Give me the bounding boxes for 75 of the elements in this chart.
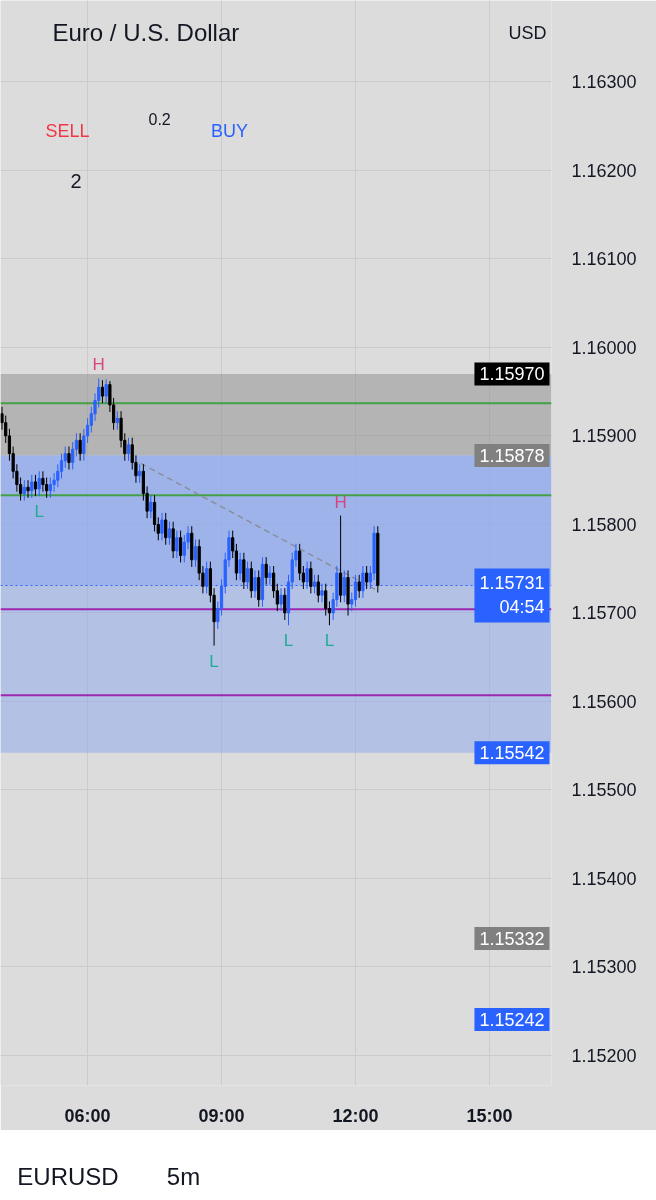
candlestick <box>104 378 108 404</box>
annotation: 1.15970 <box>479 364 545 385</box>
annotation: 1.15878 <box>479 445 545 466</box>
annotation: H <box>92 355 105 375</box>
y-tick-label: 1.16100 <box>571 249 637 270</box>
annotation: L <box>283 631 294 651</box>
candlestick <box>22 479 26 502</box>
candlestick <box>67 446 71 471</box>
candlestick <box>37 470 41 497</box>
candlestick <box>178 530 183 563</box>
candlestick <box>193 538 198 568</box>
candlestick <box>264 556 268 586</box>
y-tick-label: 1.15300 <box>571 957 637 978</box>
y-tick-label: 1.16300 <box>571 72 637 93</box>
y-tick-label: 1.15400 <box>571 868 637 889</box>
annotation: H <box>334 492 347 512</box>
candlestick <box>71 441 75 471</box>
candlestick <box>205 561 209 594</box>
annotation: L <box>34 502 44 522</box>
candlestick <box>175 530 179 559</box>
candlestick <box>249 561 253 599</box>
candlestick <box>324 583 328 617</box>
ref-line-label: 1.15731 04:54 <box>479 573 545 618</box>
annotation: 2 <box>70 169 82 192</box>
candlestick <box>242 552 246 590</box>
candlestick <box>26 479 30 499</box>
candlestick <box>253 569 257 599</box>
y-tick-label: 1.15200 <box>571 1045 637 1066</box>
text: EURUSD <box>17 1163 119 1190</box>
y-tick-label: 1.15800 <box>571 514 637 535</box>
candlestick <box>257 569 261 608</box>
candlestick <box>268 565 272 586</box>
candlestick <box>164 512 168 546</box>
candlestick <box>171 521 175 559</box>
annotation: USD <box>508 22 547 43</box>
text: Euro / U.S. Dollar <box>52 19 240 46</box>
candlestick <box>298 543 302 581</box>
candlestick <box>30 474 34 499</box>
candlestick <box>59 453 64 479</box>
x-tick-label: 09:00 <box>198 1105 245 1126</box>
candlestick <box>320 583 324 603</box>
text: 5m <box>166 1163 201 1190</box>
annotation: 1.15332 <box>479 929 545 949</box>
candlestick <box>238 552 242 581</box>
candlestick <box>283 587 287 621</box>
annotation: L <box>209 651 219 671</box>
candlestick <box>309 561 313 594</box>
candlestick <box>361 565 365 599</box>
x-tick-label: 12:00 <box>332 1105 379 1126</box>
candlestick <box>78 432 82 462</box>
annotation: BUY <box>210 120 249 141</box>
annotation: 1.15242 <box>479 1010 545 1030</box>
annotation: SELL <box>45 120 90 141</box>
candlestick <box>48 477 52 499</box>
candlestick <box>100 379 105 404</box>
annotation: 1.15542 <box>479 743 545 764</box>
candlestick <box>152 494 157 532</box>
y-tick-label: 1.16200 <box>571 160 637 181</box>
candlestick <box>279 587 283 612</box>
candlestick <box>160 512 164 541</box>
candlestick <box>357 574 361 599</box>
y-tick-label: 1.15500 <box>571 780 637 801</box>
candlestick <box>33 474 38 497</box>
candlestick <box>149 494 153 519</box>
x-tick-label: 15:00 <box>466 1105 513 1126</box>
x-tick-label: 06:00 <box>64 1105 111 1126</box>
annotation: L <box>324 631 335 651</box>
candlestick <box>305 561 309 590</box>
candlestick <box>126 437 131 462</box>
y-tick-label: 1.16000 <box>571 337 637 358</box>
y-tick-label: 1.15700 <box>571 603 637 624</box>
y-tick-label: 1.15900 <box>571 426 637 447</box>
annotation: 0.2 <box>148 110 171 128</box>
y-tick-label: 1.15600 <box>571 691 637 712</box>
candlestick <box>167 521 172 546</box>
